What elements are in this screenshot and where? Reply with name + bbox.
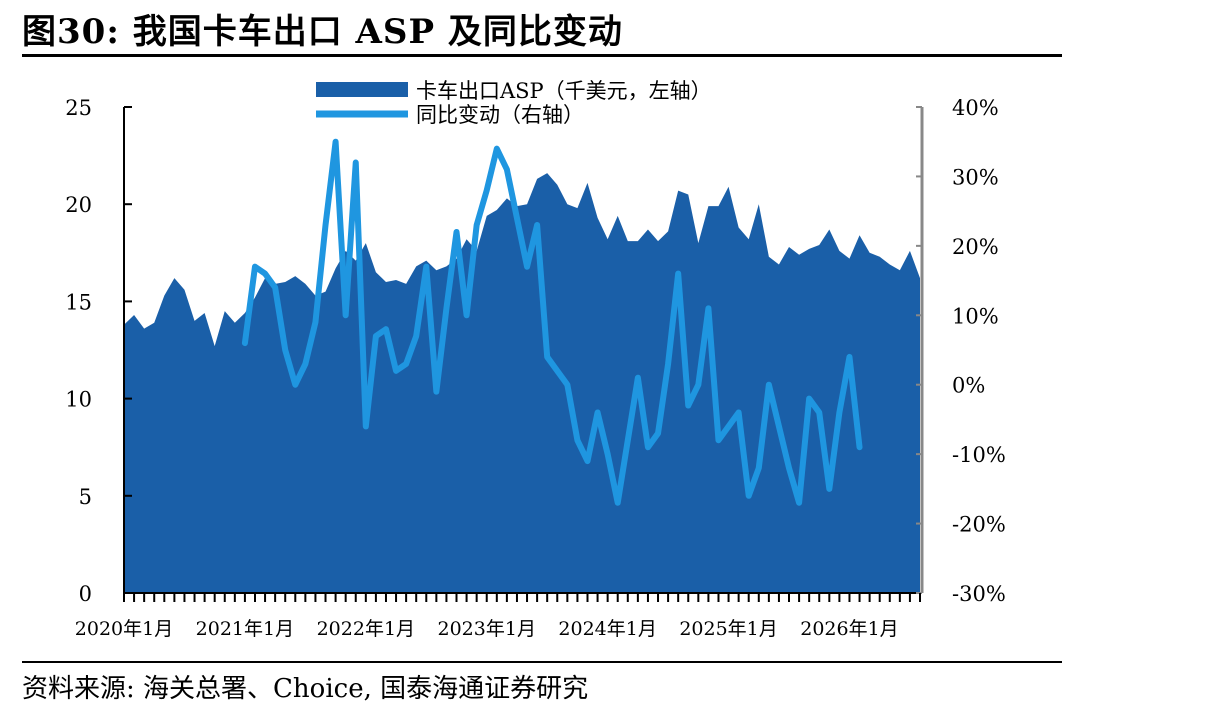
- title-rule: [22, 54, 1062, 57]
- right-tick-label: 40%: [952, 96, 999, 120]
- yoy-line: [241, 138, 863, 506]
- yoy-line-layer: [241, 138, 863, 506]
- right-tick-label: 0%: [952, 374, 985, 398]
- right-tick-label: -30%: [952, 582, 1006, 606]
- right-tick-label: -10%: [952, 443, 1006, 467]
- source-note: 资料来源: 海关总署、Choice, 国泰海通证券研究: [22, 674, 589, 704]
- left-tick-label: 5: [79, 485, 92, 509]
- right-tick-label: 10%: [952, 304, 999, 328]
- legend-asp-swatch: [316, 82, 408, 97]
- x-tick-label: 2022年1月: [317, 618, 415, 640]
- left-tick-label: 10: [65, 388, 92, 412]
- source-rule: [22, 661, 1062, 663]
- left-tick-label: 20: [65, 193, 92, 217]
- right-tick-label: 30%: [952, 165, 999, 189]
- x-tick-label: 2023年1月: [438, 618, 536, 640]
- left-tick-label: 15: [65, 290, 92, 314]
- legend: 卡车出口ASP（千美元，左轴） 同比变动（右轴）: [316, 79, 712, 127]
- legend-asp-label: 卡车出口ASP（千美元，左轴）: [416, 79, 712, 103]
- asp-area-layer: [124, 173, 920, 593]
- left-tick-label: 0: [79, 582, 92, 606]
- right-tick-label: 20%: [952, 235, 999, 259]
- x-tick-label: 2026年1月: [800, 618, 898, 640]
- axis-layer: 0 5 10 15 20 25 -30% -20% -10% 0% 10% 20% 30% 40% 2020…: [65, 96, 1006, 640]
- x-tick-label: 2025年1月: [679, 618, 777, 640]
- asp-chart: 0 5 10 15 20 25 -30% -20% -10% 0% 10% 20% 30% 40% 2020…: [65, 79, 1006, 640]
- legend-yoy-label: 同比变动（右轴）: [416, 103, 584, 127]
- left-tick-label: 25: [65, 96, 92, 120]
- x-tick-label: 2021年1月: [196, 618, 294, 640]
- asp-area: [124, 173, 920, 593]
- x-tick-label: 2020年1月: [75, 618, 173, 640]
- figure-title: 图30: 我国卡车出口 ASP 及同比变动: [22, 12, 623, 52]
- right-tick-label: -20%: [952, 513, 1006, 537]
- x-tick-label: 2024年1月: [558, 618, 656, 640]
